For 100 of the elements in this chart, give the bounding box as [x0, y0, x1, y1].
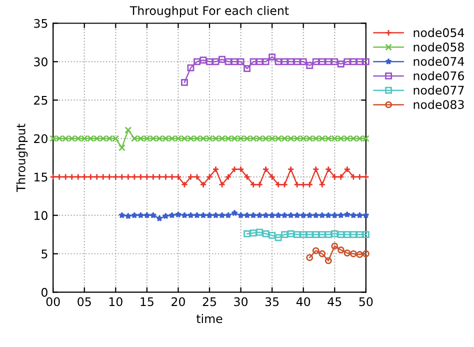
point	[150, 212, 157, 218]
point	[118, 144, 126, 152]
point	[338, 212, 344, 218]
y-tick-label: 35	[34, 18, 48, 28]
point	[212, 212, 220, 218]
point	[124, 212, 132, 220]
point	[56, 173, 63, 180]
x-tick-label: 25	[202, 297, 216, 306]
x-tick-label: 30	[234, 297, 248, 306]
point	[362, 231, 370, 238]
point	[350, 173, 357, 180]
point	[287, 58, 294, 66]
point	[80, 173, 88, 180]
point	[274, 234, 282, 242]
point	[93, 173, 100, 180]
point	[312, 58, 320, 66]
x-tick-label: 15	[140, 297, 154, 306]
point	[318, 58, 326, 66]
point	[174, 211, 182, 218]
point	[306, 231, 314, 238]
legend-label: node058	[414, 42, 464, 52]
point	[231, 58, 238, 66]
point	[324, 257, 332, 264]
point	[300, 58, 307, 66]
point	[344, 250, 351, 256]
point	[224, 212, 232, 218]
point	[224, 173, 232, 180]
point	[312, 166, 320, 173]
point	[344, 58, 351, 66]
point	[224, 58, 232, 66]
point	[118, 173, 126, 180]
x-tick-label: 45	[328, 297, 342, 306]
point	[137, 173, 144, 180]
point	[312, 231, 320, 238]
point	[137, 212, 144, 218]
x-tick-label: 50	[359, 297, 373, 306]
point	[194, 58, 200, 66]
legend-label: node077	[414, 85, 464, 95]
point	[324, 166, 332, 173]
point	[256, 58, 264, 66]
point	[274, 58, 282, 66]
point	[100, 173, 107, 180]
point	[237, 166, 244, 173]
point	[74, 173, 82, 180]
point	[181, 212, 188, 218]
point	[250, 212, 257, 218]
x-tick-label: 05	[78, 297, 91, 306]
point	[318, 231, 326, 238]
point	[300, 181, 307, 188]
point	[331, 212, 338, 218]
point	[318, 212, 326, 218]
point	[231, 210, 238, 216]
point	[194, 173, 200, 180]
point	[187, 64, 194, 72]
point	[274, 181, 282, 188]
point	[350, 212, 357, 218]
point	[294, 181, 301, 188]
point	[281, 231, 288, 238]
legend-label: node054	[414, 28, 464, 38]
point	[356, 231, 364, 238]
point	[200, 212, 207, 218]
point	[306, 212, 313, 218]
point	[362, 212, 370, 218]
point	[331, 242, 338, 250]
x-tick-label: 20	[172, 297, 185, 306]
point	[118, 212, 126, 218]
point	[181, 181, 188, 188]
point	[206, 58, 213, 66]
point	[124, 126, 132, 134]
point	[331, 230, 338, 238]
point	[324, 231, 332, 238]
point	[206, 173, 213, 180]
y-tick-label: 20	[34, 134, 48, 144]
y-axis-title: Throughput	[16, 124, 28, 192]
point	[294, 58, 301, 66]
point	[218, 56, 226, 63]
point	[294, 231, 301, 238]
point	[237, 212, 244, 218]
point	[168, 173, 176, 180]
point	[200, 181, 207, 188]
point	[250, 58, 257, 66]
point	[318, 250, 326, 258]
point	[62, 173, 70, 180]
point	[350, 58, 357, 66]
point	[312, 247, 320, 254]
point	[262, 166, 270, 173]
point	[212, 166, 220, 173]
point	[344, 211, 350, 218]
point	[337, 60, 344, 68]
point	[268, 232, 276, 239]
point	[331, 173, 338, 180]
point	[274, 212, 282, 218]
point	[68, 173, 76, 180]
point	[174, 173, 182, 180]
point	[244, 65, 251, 72]
point	[356, 173, 364, 180]
point	[356, 58, 364, 66]
point	[262, 212, 270, 218]
point	[362, 58, 370, 66]
y-tick-label: 10	[34, 211, 48, 220]
